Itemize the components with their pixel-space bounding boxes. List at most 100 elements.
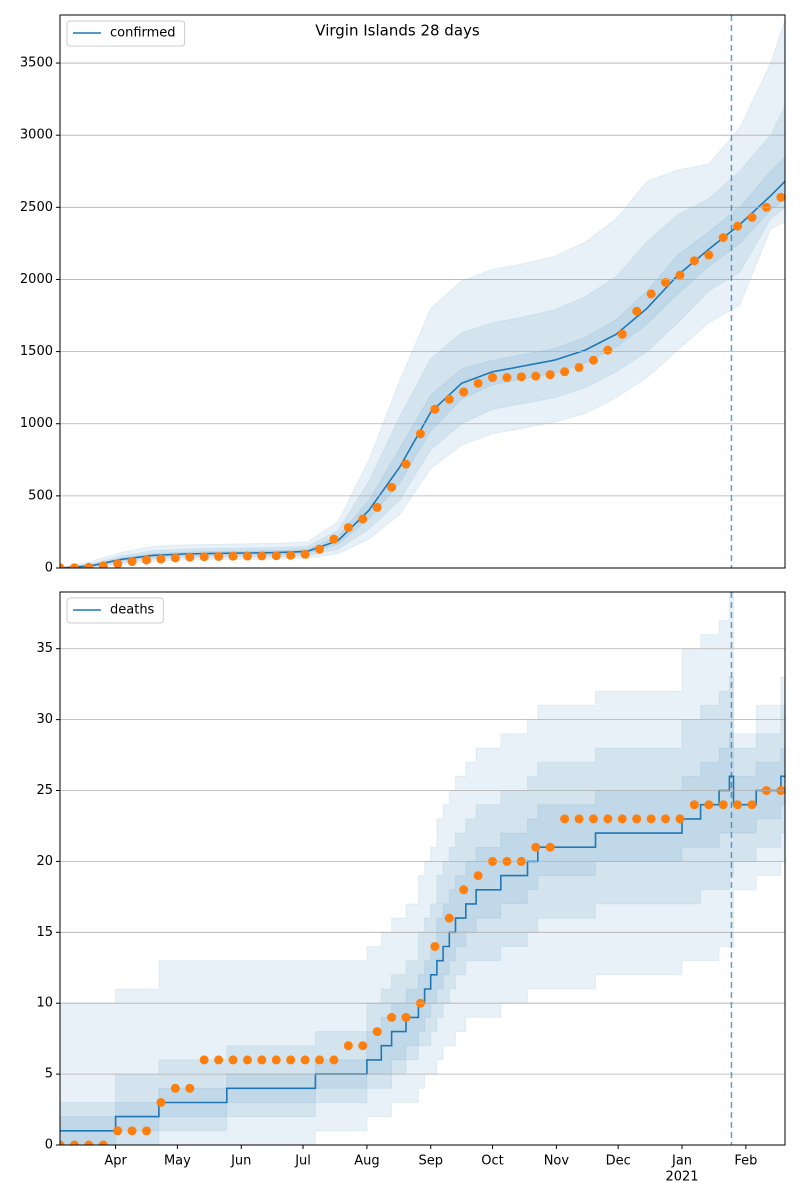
observed-point [516,372,526,382]
observed-point [387,1012,397,1022]
legend-box [66,20,186,47]
x-tick-label: Nov [544,1154,570,1169]
observed-point [733,800,743,810]
observed-point [560,367,570,377]
observed-point [127,1126,137,1136]
observed-point [300,549,310,559]
observed-point [185,552,195,562]
observed-point [60,1140,65,1145]
observed-point [84,1140,94,1145]
observed-point [560,814,570,824]
observed-point [358,514,368,524]
observed-point [675,814,685,824]
observed-point [545,842,555,852]
observed-point [142,555,152,565]
observed-point [718,800,728,810]
observed-point [142,1126,152,1136]
y-tick-label: 20 [36,854,53,869]
observed-point [675,270,685,280]
observed-point [574,362,584,372]
observed-point [603,814,613,824]
y-tick-label: 10 [36,996,53,1011]
observed-point [459,387,469,397]
observed-point [372,502,382,512]
observed-point [60,563,65,568]
observed-point [661,277,671,287]
observed-point [170,1083,180,1093]
observed-point [459,885,469,895]
y-tick-label: 3000 [20,128,53,143]
observed-point [98,561,108,568]
observed-point [401,1012,411,1022]
uncertainty-band [60,19,785,568]
observed-point [387,482,397,492]
observed-point [646,289,656,299]
observed-point [704,800,714,810]
observed-point [617,814,627,824]
observed-point [286,550,296,560]
observed-point [531,842,541,852]
observed-point [113,1126,123,1136]
y-tick-label: 1500 [20,344,53,359]
x-tick-sublabel: 2021 [665,1170,698,1185]
plot-area [60,592,785,1145]
observed-point [401,459,411,469]
observed-point [84,562,94,568]
observed-point [689,256,699,266]
y-tick-label: 15 [36,925,53,940]
observed-point [718,233,728,243]
observed-point [242,1055,252,1065]
observed-point [156,554,166,564]
legend-label: deaths [110,603,155,618]
observed-point [199,552,209,562]
y-tick-label: 5 [45,1067,53,1082]
chart-title: Virgin Islands 28 days [315,22,480,40]
observed-point [588,355,598,365]
observed-point [329,534,339,544]
observed-point [689,800,699,810]
observed-point [69,1140,79,1145]
observed-point [199,1055,209,1065]
y-tick-label: 2000 [20,272,53,287]
axes-frame [59,591,786,1146]
observed-point [315,1055,325,1065]
x-tick-label: Sep [418,1154,443,1169]
observed-point [257,1055,267,1065]
x-tick-label: Jan [671,1154,692,1169]
x-tick-label: Apr [104,1154,127,1169]
x-tick-label: Jun [230,1154,251,1169]
uncertainty-band [60,106,785,568]
observed-point [300,1055,310,1065]
observed-point [704,250,714,260]
axes-frame [59,14,786,569]
observed-point [646,814,656,824]
x-tick-label: Feb [734,1154,757,1169]
y-tick-label: 3500 [20,56,53,71]
x-tick-label: Oct [481,1154,503,1169]
observed-point [315,544,325,554]
observed-point [430,941,440,951]
x-tick-label: Aug [354,1154,379,1169]
observed-point [271,1055,281,1065]
x-tick-label: Jul [294,1154,311,1169]
y-tick-label: 0 [45,1138,53,1153]
observed-point [329,1055,339,1065]
observed-point [488,373,498,383]
observed-point [127,557,137,567]
observed-point [603,345,613,355]
uncertainty-band [60,733,785,1145]
observed-point [257,551,267,561]
observed-point [415,429,425,439]
y-tick-label: 2500 [20,200,53,215]
observed-point [574,814,584,824]
observed-point [502,373,512,383]
y-tick-label: 500 [28,488,53,503]
observed-point [531,371,541,381]
observed-point [156,1097,166,1107]
y-tick-label: 30 [36,712,53,727]
uncertainty-band [60,156,785,568]
observed-point [170,553,180,563]
observed-point [228,1055,238,1065]
observed-point [228,551,238,561]
observed-point [661,814,671,824]
